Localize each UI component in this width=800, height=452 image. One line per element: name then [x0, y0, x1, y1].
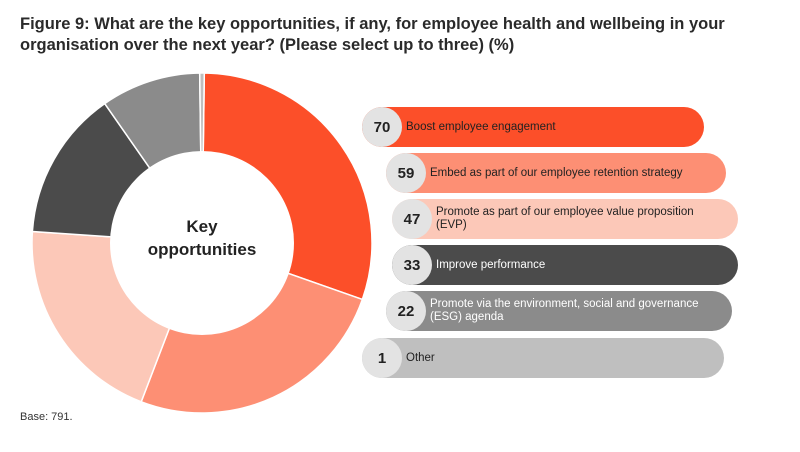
legend-label: Promote via the environment, social and …: [430, 298, 699, 323]
legend-value: 22: [386, 291, 426, 331]
legend-label: Other: [406, 351, 435, 364]
legend-value: 33: [392, 245, 432, 285]
legend-item-6: 1 Other: [362, 338, 724, 378]
base-note: Base: 791.: [20, 411, 73, 423]
donut-hole: [110, 151, 294, 335]
legend-item-5: 22 Promote via the environment, social an…: [386, 291, 732, 331]
legend-item-4: 33 Improve performance: [392, 245, 738, 285]
legend-value: 70: [362, 107, 402, 147]
legend-label: Improve performance: [436, 258, 546, 271]
legend-label: Promote as part of our employee value pr…: [436, 206, 694, 231]
legend-label: Boost employee engagement: [406, 120, 556, 133]
legend-value: 59: [386, 153, 426, 193]
center-label-line-1: Key: [186, 217, 218, 236]
chart-title: Figure 9: What are the key opportunities…: [20, 15, 725, 54]
center-label-line-2: opportunities: [148, 240, 257, 259]
legend-value: 1: [362, 338, 402, 378]
legend-item-2: 59 Embed as part of our employee retentio…: [386, 153, 726, 193]
legend-label: Embed as part of our employee retention …: [430, 166, 683, 179]
legend-item-3: 47 Promote as part of our employee value …: [392, 199, 738, 239]
legend-value: 47: [392, 199, 432, 239]
legend-item-1: 70 Boost employee engagement: [362, 107, 704, 147]
